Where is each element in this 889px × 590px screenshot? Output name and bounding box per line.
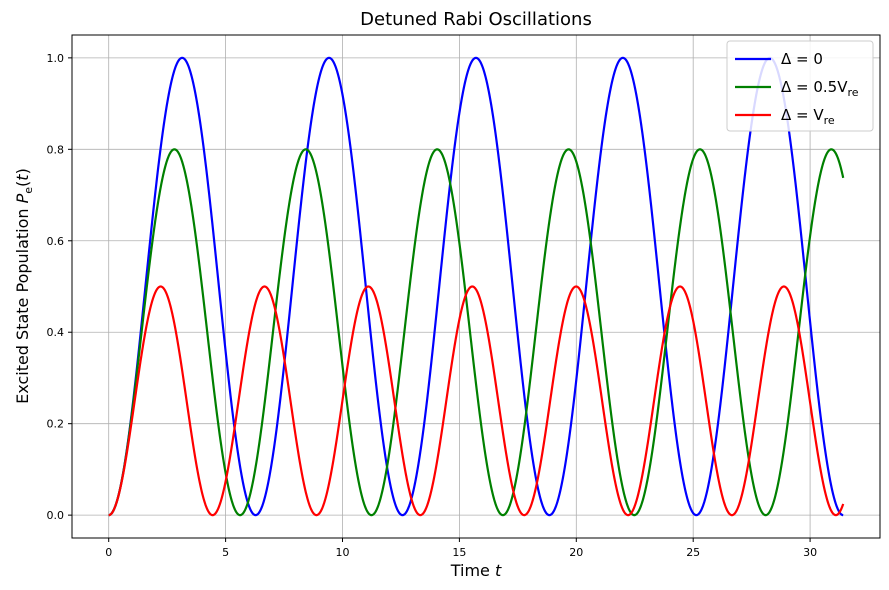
y-tick-label: 0.6: [47, 235, 65, 248]
x-tick-label: 0: [105, 546, 112, 559]
grid: [72, 35, 880, 538]
series-line-1: [108, 148, 845, 517]
x-tick-label: 5: [222, 546, 229, 559]
y-tick-label: 0.2: [47, 418, 65, 431]
y-tick-label: 0.0: [47, 509, 65, 522]
y-axis-ticks: 0.0 0.2 0.4 0.6 0.8 1.0: [47, 52, 72, 522]
chart-title: Detuned Rabi Oscillations: [360, 9, 592, 30]
y-tick-label: 1.0: [47, 52, 65, 65]
legend: Δ = 0 Δ = 0.5Vre Δ = Vre: [726, 40, 874, 132]
x-tick-label: 30: [803, 546, 817, 559]
x-tick-label: 25: [686, 546, 700, 559]
series-group: [108, 56, 845, 517]
plot-frame: [71, 34, 881, 539]
legend-box: [726, 40, 874, 132]
x-axis-title: Time t: [450, 561, 502, 580]
series-line-0: [108, 56, 844, 517]
x-axis-ticks: 0 5 10 15 20 25 30: [105, 538, 817, 559]
y-tick-label: 0.8: [47, 143, 65, 156]
y-axis-title: Excited State Population Pe(t): [13, 168, 35, 404]
x-tick-label: 15: [452, 546, 466, 559]
y-tick-label: 0.4: [47, 326, 65, 339]
legend-label-0: Δ = 0: [781, 50, 823, 68]
series-line-2: [108, 285, 845, 517]
x-tick-label: 20: [569, 546, 583, 559]
x-tick-label: 10: [336, 546, 350, 559]
legend-label-1: Δ = 0.5Vre: [781, 78, 859, 99]
legend-label-2: Δ = Vre: [781, 106, 835, 127]
